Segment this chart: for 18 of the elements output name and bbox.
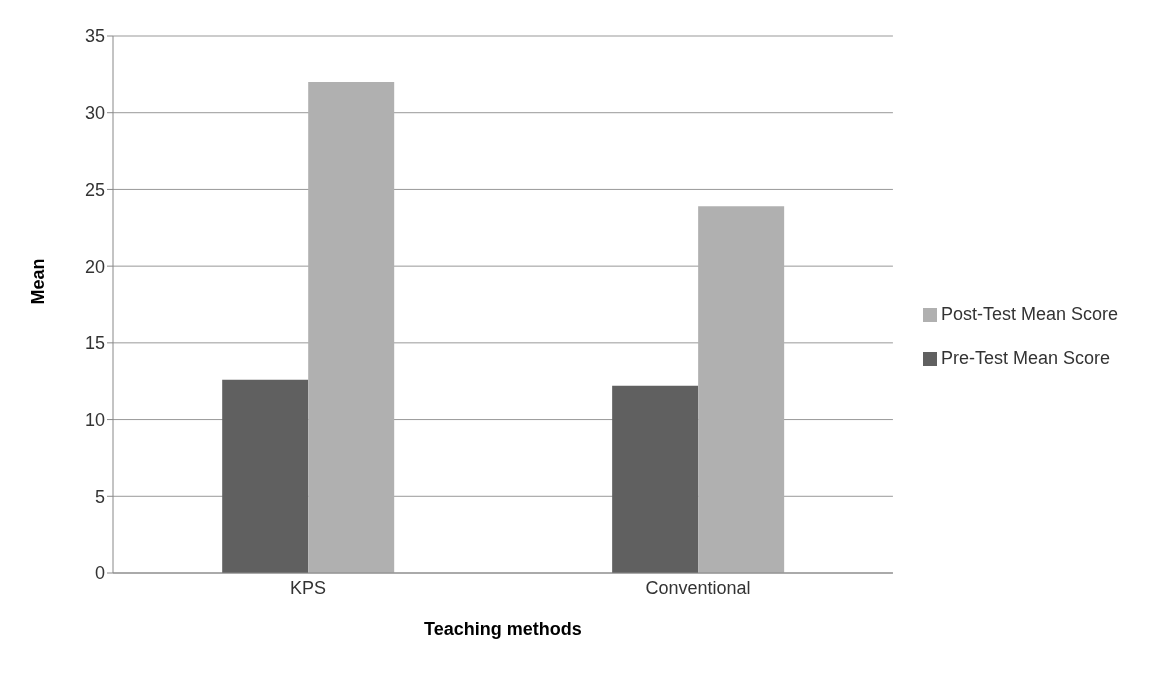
legend-label: Post-Test Mean Score <box>940 303 1118 324</box>
bar <box>612 385 699 573</box>
y-tick-label: 30 <box>84 103 105 124</box>
y-tick-label: 0 <box>94 563 105 584</box>
y-tick-label: 15 <box>84 333 105 354</box>
y-tick-label: 25 <box>84 179 105 200</box>
bar <box>222 379 309 573</box>
bar <box>698 206 785 573</box>
bar <box>308 82 395 573</box>
y-tick-label: 20 <box>84 256 105 277</box>
x-tick-label: Conventional <box>645 577 751 598</box>
y-axis-title: Mean <box>28 258 49 305</box>
legend-label: Pre-Test Mean Score <box>940 347 1110 368</box>
y-tick-label: 5 <box>94 486 105 507</box>
x-tick-label: KPS <box>289 577 326 598</box>
y-tick-label: 35 <box>84 26 105 47</box>
x-axis-title: Teaching methods <box>424 619 582 639</box>
y-tick-label: 10 <box>84 409 105 430</box>
